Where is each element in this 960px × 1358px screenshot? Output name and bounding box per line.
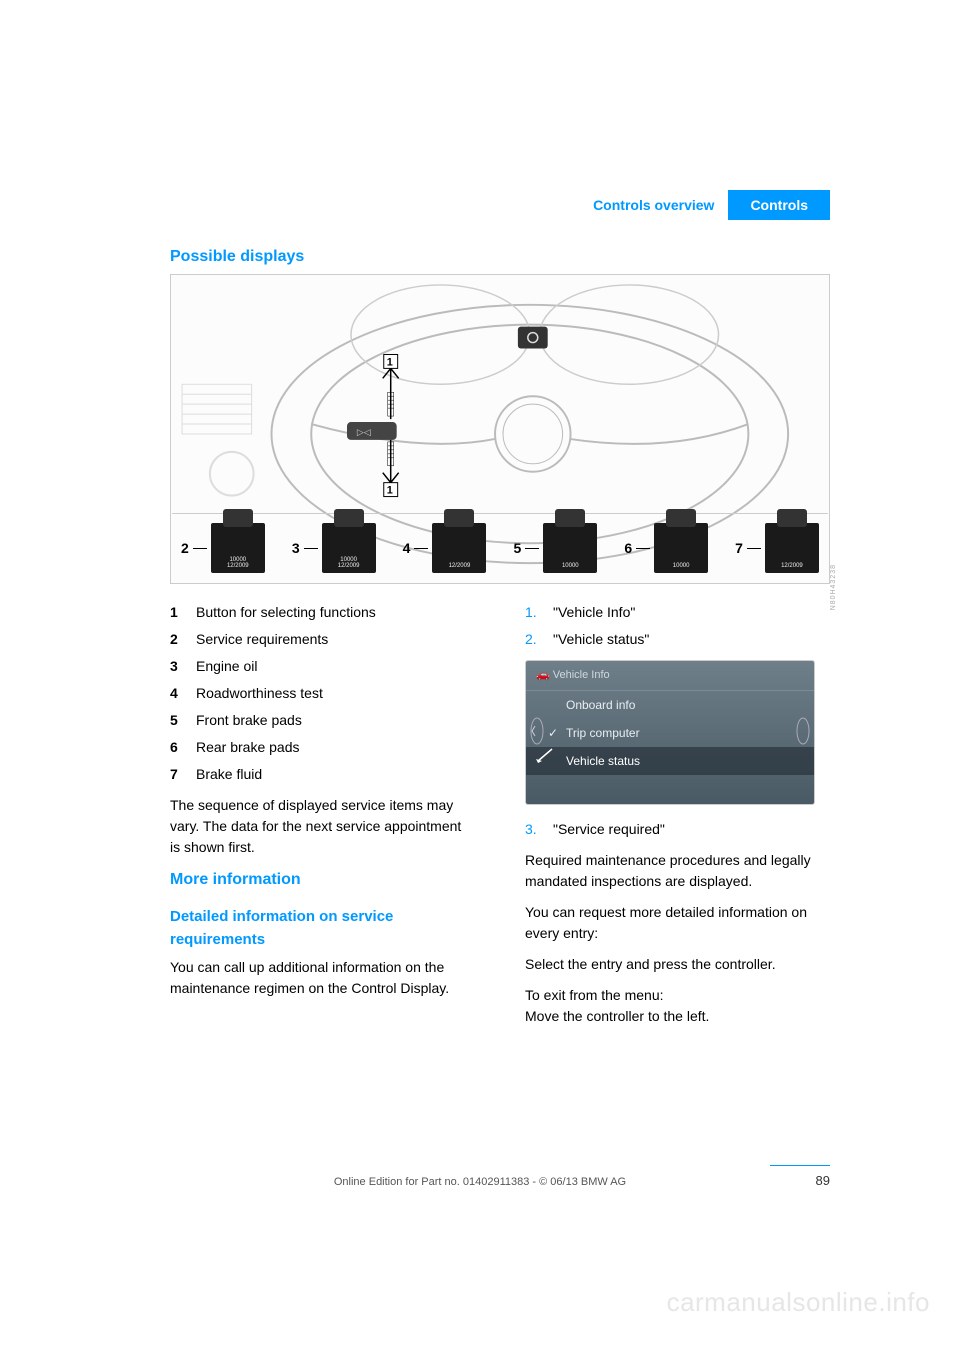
sequence-note: The sequence of displayed service items … [170, 795, 475, 858]
footer-text: Online Edition for Part no. 01402911383 … [0, 1176, 960, 1188]
legend-text: Roadworthiness test [196, 683, 323, 704]
heading-possible-displays: Possible displays [170, 248, 830, 266]
step-text: "Service required" [553, 819, 665, 840]
callout-6: 6 10000 [624, 523, 708, 573]
svg-text:1: 1 [387, 485, 393, 497]
screen-menu-item: Onboard info [526, 691, 814, 719]
callout-5: 5 10000 [513, 523, 597, 573]
left-column: 1Button for selecting functions 2Service… [170, 602, 475, 1037]
header-tabs: Controls overview Controls [170, 190, 830, 220]
svg-text:▷◁: ▷◁ [357, 427, 371, 437]
breadcrumb: Controls overview [579, 190, 728, 220]
callout-3: 3 10000 12/2009 [292, 523, 376, 573]
step-number: 2. [525, 629, 543, 650]
heading-detailed: Detailed information on service requirem… [170, 906, 475, 951]
watermark: carmanualsonline.info [667, 1287, 930, 1318]
legend-text: Service requirements [196, 629, 328, 650]
legend-text: Front brake pads [196, 710, 302, 731]
para-exit: To exit from the menu: Move the controll… [525, 985, 830, 1027]
step-number: 1. [525, 602, 543, 623]
legend-text: Rear brake pads [196, 737, 300, 758]
step-number: 3. [525, 819, 543, 840]
para-select: Select the entry and press the controlle… [525, 954, 830, 975]
step-text: "Vehicle status" [553, 629, 649, 650]
section-tab: Controls [728, 190, 830, 220]
detailed-para: You can call up additional information o… [170, 957, 475, 999]
callout-7: 7 12/2009 [735, 523, 819, 573]
figure-vehicle-info-screen: 🚗 Vehicle Info Onboard info Trip compute… [525, 660, 815, 805]
step-text: "Vehicle Info" [553, 602, 635, 623]
callout-2: 2 10000 12/2009 [181, 523, 265, 573]
svg-text:1: 1 [387, 356, 393, 368]
legend-text: Button for selecting functions [196, 602, 376, 623]
footer-rule [770, 1165, 830, 1166]
para-required: Required maintenance procedures and lega… [525, 850, 830, 892]
figure-dashboard-diagram: ▷◁ 1 1 [170, 274, 830, 584]
figure-code: N80H43238 [830, 564, 837, 610]
heading-more-info: More information [170, 868, 475, 892]
callout-4: 4 12/2009 [403, 523, 487, 573]
screen-header: 🚗 Vehicle Info [526, 661, 814, 691]
para-request: You can request more detailed informatio… [525, 902, 830, 944]
legend-text: Brake fluid [196, 764, 262, 785]
legend-list: 1Button for selecting functions 2Service… [170, 602, 475, 785]
screen-menu-item: Trip computer [526, 719, 814, 747]
screen-menu-item-selected: Vehicle status [526, 747, 814, 775]
legend-text: Engine oil [196, 656, 258, 677]
right-column: 1. "Vehicle Info" 2. "Vehicle status" 🚗 Ve… [525, 602, 830, 1037]
